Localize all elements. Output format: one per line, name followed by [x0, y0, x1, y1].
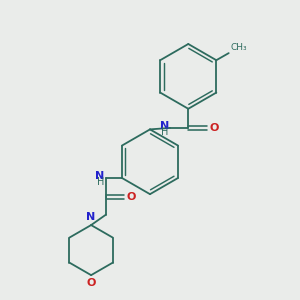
- Text: H: H: [161, 127, 169, 137]
- Text: O: O: [86, 278, 96, 288]
- Text: N: N: [86, 212, 96, 222]
- Text: O: O: [209, 123, 219, 133]
- Text: N: N: [160, 121, 169, 130]
- Text: O: O: [127, 192, 136, 202]
- Text: CH₃: CH₃: [230, 43, 247, 52]
- Text: N: N: [95, 171, 105, 181]
- Text: H: H: [97, 177, 105, 188]
